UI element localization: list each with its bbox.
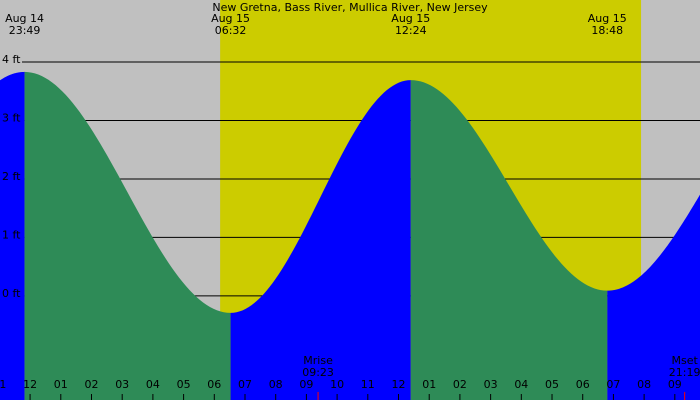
y-tick-label: 4 ft: [2, 53, 21, 66]
extreme-date: Aug 15: [391, 12, 430, 25]
y-tick-label: 2 ft: [2, 170, 21, 183]
x-tick-label: 09: [668, 378, 682, 391]
extreme-date: Aug 14: [5, 12, 44, 25]
falling-tide: [410, 80, 608, 400]
x-tick-label: 07: [238, 378, 252, 391]
x-tick-label: 07: [606, 378, 620, 391]
x-tick-label: 04: [514, 378, 528, 391]
x-tick-label: 12: [23, 378, 37, 391]
x-tick-label: 03: [484, 378, 498, 391]
extreme-date: Aug 15: [588, 12, 627, 25]
moon-event: Mset: [671, 354, 698, 367]
moon-time: 21:19: [669, 366, 700, 379]
y-tick-label: 1 ft: [2, 228, 21, 241]
x-tick-label: 06: [207, 378, 221, 391]
x-tick-label: 08: [269, 378, 283, 391]
x-tick-label: 12: [392, 378, 406, 391]
extreme-date: Aug 15: [211, 12, 250, 25]
extreme-time: 12:24: [395, 24, 427, 37]
moon-time: 09:23: [302, 366, 334, 379]
x-tick-label: 06: [576, 378, 590, 391]
x-tick-label: 03: [115, 378, 129, 391]
x-tick-label: 05: [545, 378, 559, 391]
x-tick-label: 11: [0, 378, 6, 391]
rising-tide: [607, 194, 700, 400]
falling-tide: [24, 71, 231, 400]
x-tick-label: 01: [54, 378, 68, 391]
extreme-time: 06:32: [215, 24, 247, 37]
extreme-time: 23:49: [9, 24, 41, 37]
y-tick-label: 0 ft: [2, 287, 21, 300]
x-tick-label: 04: [146, 378, 160, 391]
x-tick-label: 05: [177, 378, 191, 391]
moon-event: Mrise: [303, 354, 333, 367]
x-tick-label: 11: [361, 378, 375, 391]
chart-title: New Gretna, Bass River, Mullica River, N…: [212, 1, 488, 14]
extreme-time: 18:48: [591, 24, 623, 37]
x-tick-label: 08: [637, 378, 651, 391]
x-tick-label: 01: [422, 378, 436, 391]
x-tick-label: 02: [84, 378, 98, 391]
x-tick-label: 10: [330, 378, 344, 391]
x-tick-label: 02: [453, 378, 467, 391]
y-tick-label: 3 ft: [2, 111, 21, 124]
rising-tide: [0, 71, 25, 400]
x-tick-label: 09: [299, 378, 313, 391]
rising-tide: [230, 80, 411, 400]
